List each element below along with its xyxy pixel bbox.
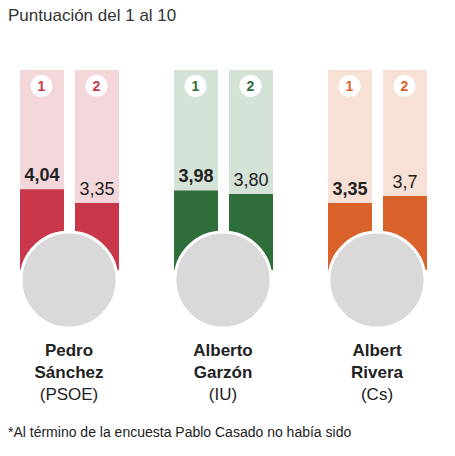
html-text:Sánchez: Sánchez <box>34 363 104 382</box>
svg-text:1: 1 <box>192 78 200 94</box>
html-text:Albert: Albert <box>352 341 402 360</box>
html-text:Rivera: Rivera <box>351 363 403 382</box>
svg-text:1: 1 <box>346 78 354 94</box>
html-text:Puntuación del 1 al 10: Puntuación del 1 al 10 <box>8 6 177 25</box>
html-text:(IU): (IU) <box>208 385 238 404</box>
svg-text:3,35: 3,35 <box>332 179 367 199</box>
html-text:*Al término de la encuesta Pab: *Al término de la encuesta Pablo Casado … <box>8 424 352 440</box>
html-text:Alberto: Alberto <box>193 341 253 360</box>
svg-text:3,80: 3,80 <box>233 170 268 190</box>
svg-text:3,35: 3,35 <box>79 179 114 199</box>
html-text:Garzón: Garzón <box>193 363 253 382</box>
html-text:Pedro: Pedro <box>44 341 94 360</box>
svg-text:1: 1 <box>38 78 46 94</box>
html-text:(Cs): (Cs) <box>360 385 393 404</box>
svg-text:2: 2 <box>401 78 409 94</box>
svg-text:2: 2 <box>247 78 255 94</box>
svg-text:2: 2 <box>93 78 101 94</box>
svg-text:3,7: 3,7 <box>392 172 417 192</box>
html-text:(PSOE): (PSOE) <box>39 385 99 404</box>
svg-text:4,04: 4,04 <box>24 165 59 185</box>
svg-text:3,98: 3,98 <box>178 166 213 186</box>
